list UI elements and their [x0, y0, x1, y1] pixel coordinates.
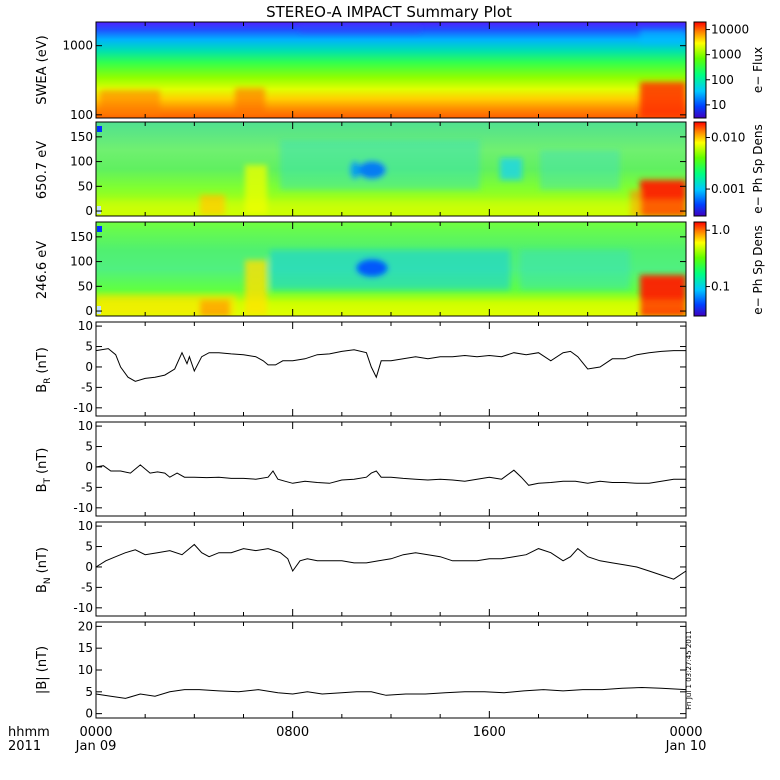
y-tick-label: 10	[78, 519, 93, 533]
time-tick-label: 0000	[79, 725, 112, 740]
colorbar-tick-label: 0.010	[711, 131, 745, 145]
y-tick-label: 100	[70, 255, 93, 269]
y-tick-label: 50	[78, 279, 93, 293]
swea-spectrogram	[96, 22, 686, 118]
colorbar-tick-label: 0.1	[711, 280, 730, 294]
plot-title: STEREO-A IMPACT Summary Plot	[266, 3, 512, 21]
colorbar-tick-label: 1000	[711, 48, 742, 62]
pa246-ylabel: 246.6 eV	[35, 241, 50, 299]
br-y-axis: -10 -5 0 5 10	[73, 319, 687, 416]
pa246-y-axis: 0 50 100 150	[70, 222, 687, 318]
swea-features	[100, 25, 686, 118]
y-tick-label: 50	[78, 179, 93, 193]
pa650-colorbar: 0.001 0.010 e− Ph Sp Dens	[693, 121, 765, 217]
y-tick-label: -10	[73, 401, 93, 415]
pa246-colorbar: 0.1 1.0 e− Ph Sp Dens	[693, 221, 765, 317]
bn-ylabel: BN(nT)	[35, 547, 53, 593]
time-axis-label-line1: hhmm	[8, 725, 50, 740]
time-axis-label-line2: 2011	[8, 739, 41, 754]
pa246-colorbar-label: e− Ph Sp Dens	[751, 225, 765, 314]
y-tick-label: 0	[85, 460, 93, 474]
y-tick-label: 5	[85, 440, 93, 454]
bmag-line	[95, 686, 687, 699]
y-tick-label: 0	[85, 360, 93, 374]
y-tick-label: 1000	[62, 39, 93, 53]
y-tick-label: 10	[78, 319, 93, 333]
y-tick-label: 10	[78, 419, 93, 433]
pa246-features	[96, 250, 686, 316]
colorbar-tick-label: 1.0	[711, 223, 730, 237]
bt-ylabel: BT(nT)	[35, 448, 53, 493]
swea-ylabel: SWEA (eV)	[35, 35, 50, 104]
bt-line	[95, 464, 686, 486]
y-tick-label: -10	[73, 501, 93, 515]
y-tick-label: 0	[85, 304, 93, 318]
y-tick-label: 0	[85, 707, 93, 721]
panel-pa-650: 0 50 100 150 650.7 eV 0.001 0.010 e− Ph Sp D…	[35, 121, 765, 218]
time-tick-label: 0000	[669, 725, 702, 740]
panel-bmag: 0 5 10 15 20 |B| (nT) Fri Jul 1 03:27:45 201…	[35, 619, 693, 720]
pa650-colorbar-label: e− Ph Sp Dens	[751, 124, 765, 213]
br-ylabel: BR(nT)	[35, 347, 53, 393]
panel-swea: 100 1000 SWEA (eV) 10 100 1000 10000 e− Flux	[35, 21, 765, 122]
panel-br: -10 -5 0 5 10 BR(nT)	[35, 319, 687, 417]
panel-bt: -10 -5 0 5 10 BT(nT)	[35, 419, 687, 517]
swea-colorbar-label: e− Flux	[751, 47, 765, 93]
panel-bn: -10 -5 0 5 10 BN(nT)	[35, 519, 687, 617]
y-tick-label: 100	[70, 108, 93, 122]
bt-y-axis: -10 -5 0 5 10	[73, 419, 687, 516]
y-tick-label: 15	[78, 641, 93, 655]
pa650-y-axis: 0 50 100 150	[70, 122, 687, 218]
bn-y-axis: -10 -5 0 5 10	[73, 519, 687, 616]
timestamp-stamp: Fri Jul 1 03:27:45 2011	[685, 630, 693, 709]
time-tick-date: Jan 09	[75, 739, 117, 754]
br-line	[95, 348, 686, 382]
swea-y-axis: 100 1000	[62, 22, 687, 122]
y-tick-label: 20	[78, 619, 93, 633]
y-tick-label: 5	[85, 685, 93, 699]
pa650-ylabel: 650.7 eV	[35, 141, 50, 199]
panel-pa-246: 0 50 100 150 246.6 eV 0.1 1.0 e− Ph Sp Dens	[35, 221, 765, 318]
colorbar-tick-label: 100	[711, 73, 734, 87]
y-tick-label: 10	[78, 663, 93, 677]
bmag-ylabel: |B| (nT)	[35, 646, 50, 694]
swea-colorbar: 10 100 1000 10000 e− Flux	[693, 21, 765, 119]
bmag-y-axis: 0 5 10 15 20	[78, 619, 687, 721]
y-tick-label: 100	[70, 155, 93, 169]
colorbar-tick-label: 10000	[711, 23, 749, 37]
y-tick-label: -5	[81, 580, 93, 594]
y-tick-label: 0	[85, 204, 93, 218]
time-tick-date: Jan 10	[665, 739, 707, 754]
y-tick-label: 150	[70, 230, 93, 244]
pa650-features	[96, 140, 686, 216]
time-tick-label: 0800	[276, 725, 309, 740]
y-tick-label: 5	[85, 540, 93, 554]
y-tick-label: 150	[70, 130, 93, 144]
y-tick-label: 5	[85, 340, 93, 354]
y-tick-label: -10	[73, 601, 93, 615]
time-tick-label: 1600	[473, 725, 506, 740]
colorbar-tick-label: 10	[711, 98, 726, 112]
y-tick-label: -5	[81, 380, 93, 394]
colorbar-tick-label: 0.001	[711, 182, 745, 196]
y-tick-label: 0	[85, 560, 93, 574]
y-tick-label: -5	[81, 480, 93, 494]
bn-line	[95, 543, 687, 580]
